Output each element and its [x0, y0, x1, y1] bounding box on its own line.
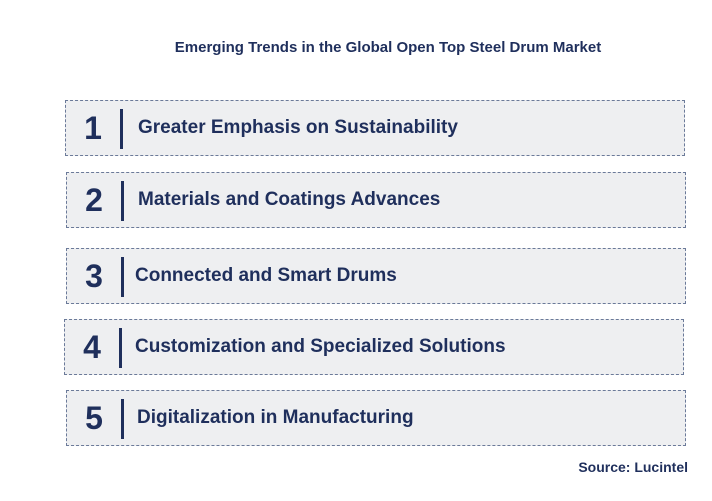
trend-label: Greater Emphasis on Sustainability	[138, 117, 458, 138]
divider-bar	[120, 109, 123, 149]
trend-item-3: 3 Connected and Smart Drums	[66, 248, 686, 304]
trend-label: Materials and Coatings Advances	[138, 189, 441, 210]
trend-item-1: 1 Greater Emphasis on Sustainability	[65, 100, 685, 156]
trend-number: 2	[85, 181, 103, 218]
trend-item-5: 5 Digitalization in Manufacturing	[66, 390, 686, 446]
trend-number: 5	[85, 399, 103, 436]
divider-bar	[121, 257, 124, 297]
divider-bar	[121, 399, 124, 439]
divider-bar	[121, 181, 124, 221]
divider-bar	[119, 328, 122, 368]
trend-item-4: 4 Customization and Specialized Solution…	[64, 319, 684, 375]
trend-item-2: 2 Materials and Coatings Advances	[66, 172, 686, 228]
trend-number: 1	[84, 109, 102, 146]
source-credit: Source: Lucintel	[578, 459, 688, 475]
trend-label: Connected and Smart Drums	[135, 265, 397, 286]
trend-label: Digitalization in Manufacturing	[137, 407, 414, 428]
trend-label: Customization and Specialized Solutions	[135, 336, 506, 357]
trend-number: 4	[83, 328, 101, 365]
diagram-title: Emerging Trends in the Global Open Top S…	[174, 39, 602, 56]
trend-number: 3	[85, 257, 103, 294]
